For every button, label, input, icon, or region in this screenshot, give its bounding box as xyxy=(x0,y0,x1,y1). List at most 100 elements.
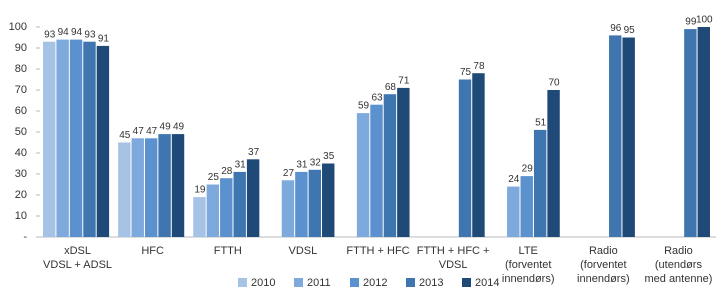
bar xyxy=(507,186,520,237)
value-label: 24 xyxy=(508,174,520,185)
x-tick-label: innendørs) xyxy=(577,273,630,285)
bar xyxy=(370,104,383,237)
bar xyxy=(281,180,295,237)
y-tick-label: 50 xyxy=(15,126,27,138)
bar xyxy=(397,87,410,238)
value-label: 49 xyxy=(173,122,185,133)
x-tick-label: VDSL xyxy=(439,259,468,271)
value-label: 37 xyxy=(248,147,260,158)
legend-swatch xyxy=(294,278,303,287)
x-tick-label: FTTH xyxy=(214,245,242,257)
value-label: 99 xyxy=(685,17,697,28)
bar xyxy=(43,41,56,238)
x-tick-label: VDSL xyxy=(289,245,318,257)
value-label: 19 xyxy=(194,185,206,196)
bar xyxy=(684,29,697,237)
value-label: 96 xyxy=(610,23,622,34)
value-label: 28 xyxy=(221,166,233,177)
bar xyxy=(609,35,622,238)
value-label: 49 xyxy=(160,122,172,133)
bar xyxy=(458,79,472,237)
y-tick-label: 40 xyxy=(15,147,27,159)
value-label: 59 xyxy=(358,101,370,112)
x-tick-label: Radio xyxy=(589,245,618,257)
value-label: 47 xyxy=(133,126,145,137)
bar xyxy=(56,39,69,237)
bar xyxy=(697,27,710,237)
legend-label: 2014 xyxy=(475,277,499,289)
value-label: 32 xyxy=(310,157,322,168)
legend-label: 2010 xyxy=(251,277,275,289)
bar xyxy=(308,169,322,237)
legend-swatch xyxy=(406,278,415,287)
x-tick-label: (forventet xyxy=(505,259,551,271)
value-label: 51 xyxy=(535,118,547,129)
value-label: 93 xyxy=(44,29,56,40)
bar xyxy=(472,73,485,237)
x-tick-label: FTTH + HFC + xyxy=(417,245,490,257)
legend-swatch xyxy=(350,278,359,287)
bar xyxy=(233,171,246,237)
value-label: 93 xyxy=(84,29,96,40)
x-tick-label: innendørs) xyxy=(502,273,555,285)
y-tick-label: 30 xyxy=(15,168,27,180)
x-tick-label: LTE xyxy=(519,245,538,257)
bar xyxy=(246,159,260,237)
bar xyxy=(144,138,158,237)
y-tick-label: 60 xyxy=(15,105,27,117)
x-tick-label: VDSL + ADSL xyxy=(43,259,112,271)
value-label: 100 xyxy=(696,15,713,26)
x-tick-label: FTTH + HFC xyxy=(346,245,409,257)
y-tick-label: 70 xyxy=(15,84,27,96)
value-label: 29 xyxy=(522,164,534,175)
x-tick-label: (forventet xyxy=(580,259,626,271)
bar xyxy=(220,178,233,237)
value-label: 95 xyxy=(624,25,636,36)
bar xyxy=(158,134,171,237)
y-tick-label: - xyxy=(23,231,27,243)
legend-swatch xyxy=(238,278,247,287)
bar xyxy=(83,41,96,238)
bar xyxy=(356,113,370,237)
bar xyxy=(322,163,335,237)
legend-swatch xyxy=(462,278,471,287)
bar xyxy=(96,45,110,238)
bar xyxy=(622,37,635,237)
value-label: 31 xyxy=(235,160,247,171)
y-tick-label: 100 xyxy=(9,21,27,33)
legend-label: 2012 xyxy=(363,277,387,289)
legend-label: 2013 xyxy=(419,277,443,289)
x-tick-label: xDSL xyxy=(64,245,91,257)
bar xyxy=(206,184,220,237)
value-label: 94 xyxy=(71,27,83,38)
x-tick-label: Radio xyxy=(664,245,693,257)
bar xyxy=(171,134,185,237)
y-tick-label: 80 xyxy=(15,63,27,75)
value-label: 27 xyxy=(283,168,295,179)
value-label: 35 xyxy=(323,151,335,162)
y-tick-label: 90 xyxy=(15,42,27,54)
bar xyxy=(520,176,533,237)
y-tick-label: 10 xyxy=(15,210,27,222)
bar xyxy=(118,142,131,237)
legend-label: 2011 xyxy=(307,277,331,289)
value-label: 75 xyxy=(460,67,472,78)
value-label: 78 xyxy=(473,61,485,72)
value-label: 71 xyxy=(398,76,410,87)
bar xyxy=(131,138,144,237)
value-label: 31 xyxy=(296,160,308,171)
value-label: 91 xyxy=(98,34,110,45)
value-label: 70 xyxy=(549,78,561,89)
bar xyxy=(69,39,83,237)
x-tick-label: med antenne) xyxy=(644,273,712,285)
bar xyxy=(193,197,206,237)
bar xyxy=(383,94,397,237)
value-label: 45 xyxy=(119,130,131,141)
value-label: 25 xyxy=(208,172,220,183)
value-label: 47 xyxy=(146,126,158,137)
value-label: 94 xyxy=(58,27,70,38)
value-label: 68 xyxy=(385,82,397,93)
bar xyxy=(295,171,308,237)
value-label: 63 xyxy=(371,92,383,103)
